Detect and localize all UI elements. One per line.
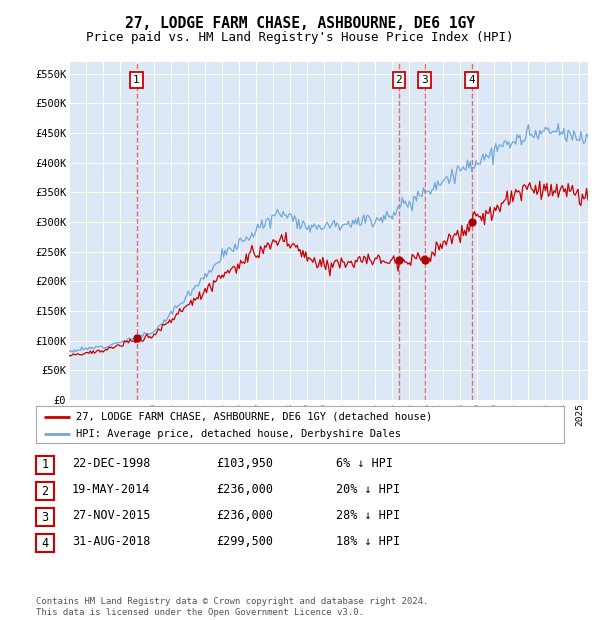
Text: 31-AUG-2018: 31-AUG-2018 — [72, 536, 151, 548]
Text: Price paid vs. HM Land Registry's House Price Index (HPI): Price paid vs. HM Land Registry's House … — [86, 31, 514, 44]
Text: 1: 1 — [41, 459, 49, 471]
Text: 3: 3 — [421, 75, 428, 85]
Text: 27, LODGE FARM CHASE, ASHBOURNE, DE6 1GY (detached house): 27, LODGE FARM CHASE, ASHBOURNE, DE6 1GY… — [76, 412, 432, 422]
Text: 19-MAY-2014: 19-MAY-2014 — [72, 484, 151, 496]
Text: 6% ↓ HPI: 6% ↓ HPI — [336, 458, 393, 470]
Text: 4: 4 — [468, 75, 475, 85]
Text: 4: 4 — [41, 537, 49, 549]
Text: 27-NOV-2015: 27-NOV-2015 — [72, 510, 151, 522]
Text: 3: 3 — [41, 511, 49, 523]
Text: 20% ↓ HPI: 20% ↓ HPI — [336, 484, 400, 496]
Text: 22-DEC-1998: 22-DEC-1998 — [72, 458, 151, 470]
Text: Contains HM Land Registry data © Crown copyright and database right 2024.
This d: Contains HM Land Registry data © Crown c… — [36, 598, 428, 617]
Text: £299,500: £299,500 — [216, 536, 273, 548]
Text: 1: 1 — [133, 75, 140, 85]
Text: 2: 2 — [41, 485, 49, 497]
Text: 27, LODGE FARM CHASE, ASHBOURNE, DE6 1GY: 27, LODGE FARM CHASE, ASHBOURNE, DE6 1GY — [125, 16, 475, 30]
Text: 18% ↓ HPI: 18% ↓ HPI — [336, 536, 400, 548]
Text: HPI: Average price, detached house, Derbyshire Dales: HPI: Average price, detached house, Derb… — [76, 429, 401, 439]
Text: 2: 2 — [395, 75, 402, 85]
Text: £236,000: £236,000 — [216, 484, 273, 496]
Text: 28% ↓ HPI: 28% ↓ HPI — [336, 510, 400, 522]
Text: £103,950: £103,950 — [216, 458, 273, 470]
Text: £236,000: £236,000 — [216, 510, 273, 522]
